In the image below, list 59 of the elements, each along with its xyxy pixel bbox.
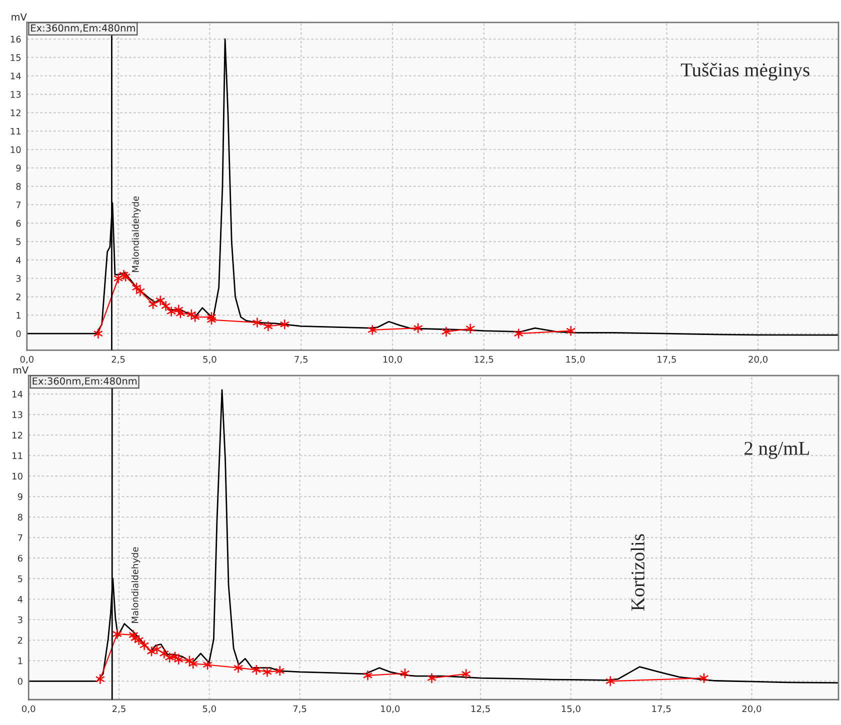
y-tick-label: 14 [12, 390, 23, 398]
annotation: Malondialdehyde [132, 196, 141, 272]
y-tick-label: 3 [18, 616, 22, 624]
y-tick-label: 6 [16, 220, 21, 227]
chart-title: Ex:360nm,Em:480nm [32, 377, 137, 386]
y-tick-label: 11 [10, 128, 21, 135]
y-tick-label: 10 [12, 472, 22, 480]
y-tick-label: 0 [16, 330, 21, 338]
x-tick-label: 0,0 [20, 356, 34, 364]
y-tick-label: 2 [16, 294, 20, 300]
y-tick-label: 14 [10, 72, 21, 80]
x-tick-label: 17,5 [658, 356, 676, 364]
y-tick-label: 1 [18, 658, 22, 664]
y-tick-label: 2 [18, 636, 22, 644]
x-tick-label: 7,5 [293, 705, 306, 714]
y-tick-label: 5 [18, 575, 22, 582]
y-tick-label: 9 [18, 493, 22, 500]
x-tick-label: 20,0 [742, 705, 762, 714]
y-tick-label: 9 [16, 164, 21, 172]
y-tick-label: 0 [18, 678, 22, 685]
chart-title: Ex:360nm,Em:480nm [31, 24, 135, 33]
text: 2 ng/mL [744, 442, 809, 459]
y-tick-label: 12 [10, 109, 20, 116]
x-tick-label: 10,0 [381, 705, 400, 714]
x-tick-label: 5,0 [202, 705, 216, 714]
annotation: Kortizolis [630, 534, 644, 611]
y-axis-title: mV [13, 366, 29, 374]
y-tick-label: 12 [12, 432, 22, 438]
y-tick-label: 4 [16, 256, 21, 264]
x-tick-label: 15,0 [566, 356, 585, 364]
y-tick-label: 8 [16, 183, 21, 190]
annotation: Malondialdehyde [131, 547, 140, 623]
text: Tuščias mėginys [680, 62, 810, 80]
y-tick-label: 3 [16, 275, 21, 282]
y-axis-title: mV [12, 13, 27, 20]
y-tick-label: 10 [10, 146, 21, 154]
y-tick-label: 13 [12, 411, 22, 418]
x-tick-label: 20,0 [748, 356, 768, 364]
x-tick-label: 7,5 [294, 356, 308, 364]
x-tick-label: 5,0 [203, 356, 216, 364]
y-tick-label: 5 [16, 238, 21, 246]
y-tick-label: 13 [10, 91, 21, 98]
x-tick-label: 12,5 [474, 356, 494, 364]
x-tick-label: 15,0 [562, 705, 580, 714]
y-tick-label: 7 [16, 202, 21, 208]
y-tick-label: 6 [18, 554, 22, 562]
x-tick-label: 2,5 [112, 705, 126, 714]
y-tick-label: 7 [18, 534, 22, 542]
x-tick-label: 0,0 [22, 705, 36, 714]
y-tick-label: 8 [18, 514, 22, 521]
y-tick-label: 11 [12, 452, 22, 459]
x-tick-label: 12,5 [471, 705, 490, 714]
y-tick-label: 16 [10, 36, 21, 43]
x-tick-label: 17,5 [652, 705, 671, 714]
y-tick-label: 1 [16, 312, 21, 319]
x-tick-label: 2,5 [112, 356, 125, 364]
x-tick-label: 10,0 [383, 356, 402, 364]
y-tick-label: 15 [10, 54, 21, 62]
y-tick-label: 4 [18, 596, 23, 603]
